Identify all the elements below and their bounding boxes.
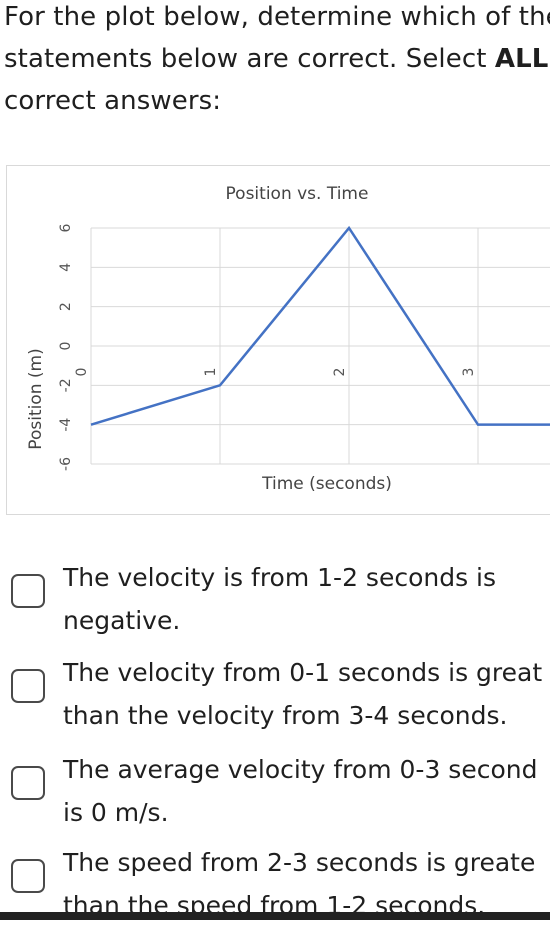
answer-option-3[interactable]: The average velocity from 0-3 second is … (0, 748, 550, 838)
position-series-line (90, 225, 550, 426)
y-tick-label: -2 (58, 378, 74, 392)
answer-option-4-line-2: than the speed from 1-2 seconds. (63, 891, 486, 920)
answer-option-1[interactable]: The velocity is from 1-2 seconds is nega… (0, 556, 550, 646)
answer-option-3-text: The average velocity from 0-3 second is … (63, 748, 550, 834)
y-tick-label: 0 (58, 342, 74, 351)
bottom-edge-bar (0, 912, 550, 920)
chart-y-axis-label: Position (m) (26, 348, 46, 449)
y-tick-label: -4 (58, 418, 74, 432)
x-tick-label: 1 (203, 368, 219, 377)
answer-option-1-text: The velocity is from 1-2 seconds is nega… (63, 556, 550, 642)
chart-x-axis-label: Time (seconds) (261, 474, 392, 494)
answer-option-4-line-1: The speed from 2-3 seconds is greate (63, 848, 536, 877)
answer-option-2-text: The velocity from 0-1 seconds is great t… (63, 651, 550, 737)
answer-option-2-line-1: The velocity from 0-1 seconds is great (63, 658, 543, 687)
answer-checkbox-3[interactable] (11, 766, 45, 800)
question-line-1: For the plot below, determine which of t… (4, 2, 550, 32)
question-line-2: statements below are correct. Select ALL (4, 38, 550, 80)
answer-option-1-line-2: negative. (63, 606, 181, 635)
answer-option-3-line-1: The average velocity from 0-3 second (63, 755, 538, 784)
answer-option-3-line-2: is 0 m/s. (63, 798, 169, 827)
x-tick-label: 2 (332, 368, 348, 377)
y-tick-label: 6 (58, 223, 74, 232)
y-tick-label: 4 (58, 263, 74, 272)
y-tick-label: 2 (58, 302, 74, 311)
question-emphasis-all: ALL (494, 44, 549, 74)
chart-title: Position vs. Time (226, 184, 369, 204)
x-tick-label: 3 (461, 368, 477, 377)
answer-option-2[interactable]: The velocity from 0-1 seconds is great t… (0, 651, 550, 741)
answer-option-1-line-1: The velocity is from 1-2 seconds is (63, 563, 497, 592)
chart-grid (90, 227, 550, 465)
answer-checkbox-4[interactable] (11, 859, 45, 893)
answer-option-2-line-2: than the velocity from 3-4 seconds. (63, 701, 508, 730)
chart-svg: Position vs. Time Time (seconds) Positio… (26, 184, 550, 494)
answer-checkbox-2[interactable] (11, 669, 45, 703)
question-prompt: For the plot below, determine which of t… (4, 0, 550, 122)
answer-checkbox-1[interactable] (11, 574, 45, 608)
y-tick-label: -6 (58, 457, 74, 471)
question-line-3: correct answers: (4, 86, 222, 116)
position-time-chart: Position vs. Time Time (seconds) Positio… (6, 165, 550, 515)
question-line-2-text: statements below are correct. Select (4, 44, 495, 74)
chart-series (90, 225, 550, 426)
x-tick-label: 0 (74, 368, 90, 377)
